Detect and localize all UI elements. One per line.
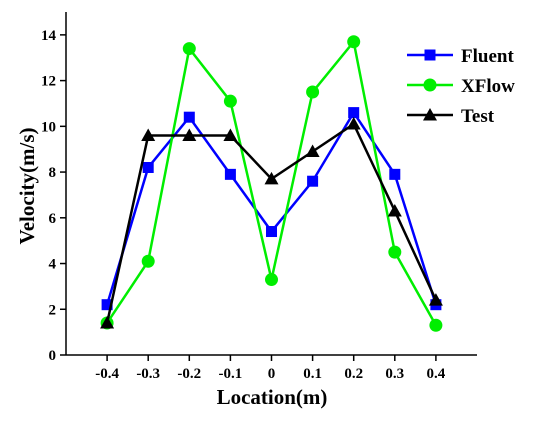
y-tick-label: 10 xyxy=(41,119,56,135)
data-point-fluent xyxy=(389,168,401,180)
data-point-test xyxy=(141,128,156,141)
data-point-test xyxy=(346,117,361,130)
legend-marker-xflow xyxy=(423,78,437,92)
y-tick-label: 2 xyxy=(49,302,57,318)
legend-label-fluent: Fluent xyxy=(461,46,514,67)
series-test xyxy=(100,117,443,329)
data-point-fluent xyxy=(101,299,113,311)
y-tick-label: 12 xyxy=(41,74,56,90)
y-tick-label: 14 xyxy=(41,28,57,44)
data-point-xflow xyxy=(306,85,320,99)
x-tick-label: 0.2 xyxy=(344,366,363,382)
data-point-test xyxy=(387,203,402,217)
x-tick-label: -0.4 xyxy=(95,366,119,382)
data-point-test xyxy=(305,144,320,157)
data-point-xflow xyxy=(265,273,278,287)
x-tick-label: 0.4 xyxy=(427,366,446,382)
data-point-xflow xyxy=(347,35,361,49)
data-point-fluent xyxy=(183,111,195,123)
x-tick-label: 0.3 xyxy=(385,366,404,382)
x-tick-label: 0.1 xyxy=(303,366,322,382)
y-ticks: 0 2 4 6 8 10 12 14 xyxy=(41,28,66,364)
data-point-test xyxy=(428,293,443,306)
x-ticks: -0.4 -0.3 -0.2 -0.1 0 0.1 0.2 0.3 0.4 xyxy=(95,355,446,382)
x-tick-label: -0.1 xyxy=(219,366,243,382)
data-point-test xyxy=(223,128,238,141)
data-point-fluent xyxy=(142,161,154,173)
data-point-xflow xyxy=(223,94,237,108)
y-tick-label: 8 xyxy=(49,165,57,181)
data-point-test xyxy=(100,315,115,329)
x-tick-label: 0 xyxy=(268,366,276,382)
y-axis-title: Velocity(m/s) xyxy=(15,127,39,244)
y-tick-label: 6 xyxy=(49,211,57,227)
data-point-test xyxy=(264,171,279,185)
data-point-fluent xyxy=(266,226,277,238)
legend-marker-test xyxy=(423,108,437,121)
data-point-xflow xyxy=(141,254,155,268)
legend-item-test: Test xyxy=(407,106,495,127)
legend-marker-fluent xyxy=(424,49,436,61)
data-point-fluent xyxy=(307,175,319,187)
legend-label-xflow: XFlow xyxy=(461,76,515,97)
x-tick-label: -0.3 xyxy=(136,366,160,382)
legend-label-test: Test xyxy=(461,106,495,127)
legend-item-xflow: XFlow xyxy=(407,76,515,97)
data-point-xflow xyxy=(429,318,443,332)
legend: Fluent XFlow Test xyxy=(407,46,515,127)
y-tick-label: 0 xyxy=(49,348,57,364)
data-point-test xyxy=(182,128,197,141)
data-point-fluent xyxy=(224,168,236,180)
data-point-xflow xyxy=(388,245,402,259)
data-point-fluent xyxy=(348,107,360,119)
data-point-xflow xyxy=(182,42,196,56)
x-axis-title: Location(m) xyxy=(217,385,328,409)
x-tick-label: -0.2 xyxy=(177,366,201,382)
legend-item-fluent: Fluent xyxy=(407,46,514,67)
y-tick-label: 4 xyxy=(49,257,57,273)
series-layer xyxy=(100,35,443,332)
